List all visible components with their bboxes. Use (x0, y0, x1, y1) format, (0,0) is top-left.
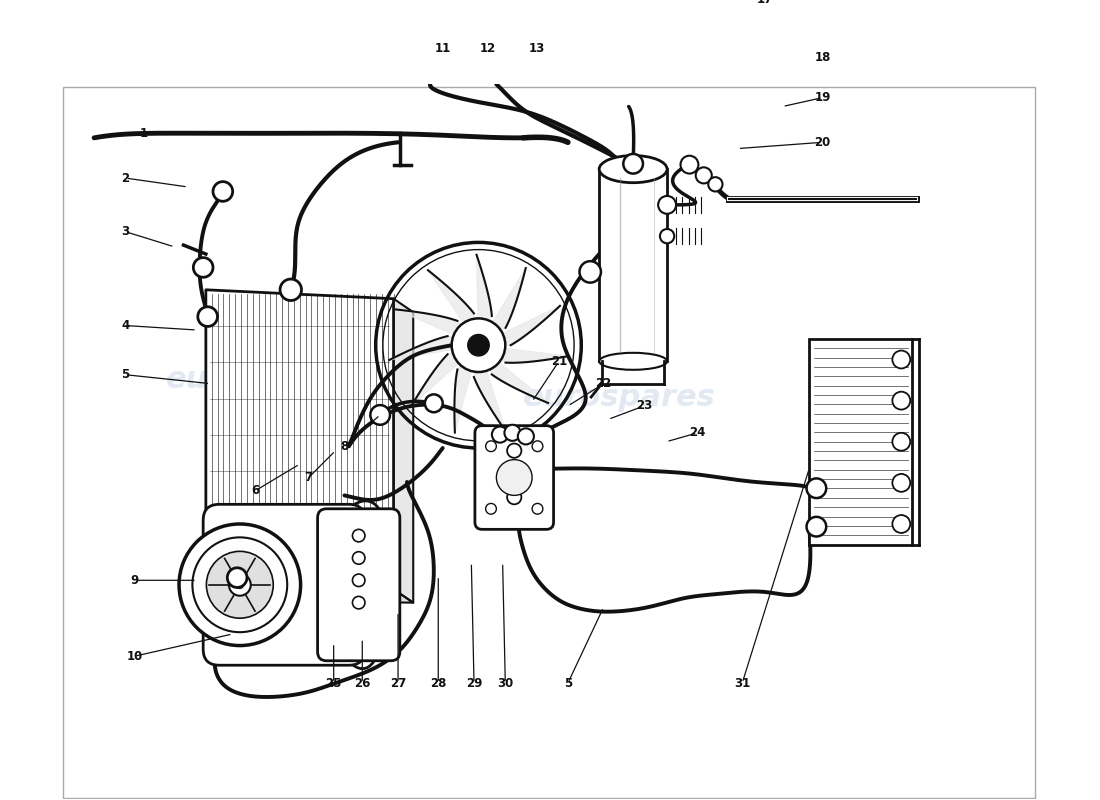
Text: 3: 3 (121, 225, 130, 238)
Text: eurospares: eurospares (166, 365, 359, 394)
Polygon shape (389, 336, 478, 360)
Circle shape (352, 596, 365, 609)
Text: 10: 10 (126, 650, 143, 662)
Circle shape (658, 196, 676, 214)
Text: 30: 30 (497, 677, 514, 690)
Text: 19: 19 (814, 91, 830, 104)
Polygon shape (206, 580, 414, 602)
Circle shape (708, 177, 723, 191)
Text: 4: 4 (121, 319, 130, 332)
Text: 27: 27 (389, 677, 406, 690)
Circle shape (352, 574, 365, 586)
Polygon shape (476, 254, 492, 346)
Circle shape (892, 433, 910, 450)
Circle shape (505, 425, 520, 441)
Polygon shape (206, 290, 394, 590)
Circle shape (229, 574, 251, 596)
Polygon shape (394, 298, 414, 602)
Text: 7: 7 (305, 471, 312, 484)
Text: 24: 24 (690, 426, 706, 439)
Text: 13: 13 (528, 42, 544, 55)
Circle shape (371, 405, 390, 425)
Text: 28: 28 (430, 677, 447, 690)
Text: 21: 21 (551, 354, 568, 368)
Circle shape (280, 279, 301, 301)
Text: 11: 11 (434, 42, 451, 55)
Text: 9: 9 (130, 574, 139, 587)
Circle shape (485, 503, 496, 514)
Circle shape (532, 503, 542, 514)
Polygon shape (428, 270, 478, 346)
Circle shape (207, 551, 273, 618)
Text: 2: 2 (121, 171, 130, 185)
Circle shape (352, 552, 365, 564)
Circle shape (468, 334, 490, 356)
Polygon shape (478, 346, 569, 362)
Polygon shape (454, 346, 478, 433)
Text: 5: 5 (564, 677, 572, 690)
Ellipse shape (600, 353, 667, 370)
FancyBboxPatch shape (318, 509, 399, 661)
Polygon shape (478, 268, 526, 346)
Circle shape (352, 530, 365, 542)
Text: 17: 17 (757, 0, 772, 6)
Circle shape (892, 350, 910, 369)
Text: 12: 12 (480, 42, 496, 55)
Circle shape (892, 474, 910, 492)
FancyBboxPatch shape (204, 504, 365, 666)
Bar (600, 169, 667, 362)
Circle shape (624, 154, 644, 174)
FancyBboxPatch shape (475, 426, 553, 530)
Circle shape (660, 229, 674, 243)
Text: 14: 14 (600, 0, 616, 2)
Circle shape (485, 441, 496, 451)
Circle shape (580, 261, 601, 282)
Text: 31: 31 (734, 677, 750, 690)
Ellipse shape (600, 155, 667, 182)
Circle shape (507, 490, 521, 504)
Circle shape (213, 182, 233, 202)
Circle shape (452, 318, 505, 372)
Circle shape (806, 478, 826, 498)
Bar (810, 339, 912, 545)
Circle shape (228, 568, 248, 587)
Text: 6: 6 (251, 485, 260, 498)
Text: 5: 5 (121, 368, 130, 382)
Circle shape (518, 428, 534, 445)
Circle shape (532, 441, 542, 451)
Text: 8: 8 (340, 440, 349, 453)
Text: 25: 25 (326, 677, 342, 690)
Circle shape (892, 392, 910, 410)
Circle shape (194, 258, 213, 278)
Circle shape (507, 443, 521, 458)
Circle shape (492, 426, 508, 442)
Circle shape (236, 581, 243, 589)
Polygon shape (478, 346, 548, 403)
Circle shape (425, 394, 442, 412)
Circle shape (892, 515, 910, 533)
Circle shape (507, 466, 521, 480)
Text: 23: 23 (636, 399, 652, 413)
Text: eurospares: eurospares (524, 382, 716, 411)
Polygon shape (474, 346, 506, 431)
Text: 20: 20 (814, 136, 830, 149)
Text: 22: 22 (595, 377, 612, 390)
Polygon shape (395, 310, 478, 346)
Text: 18: 18 (814, 51, 830, 64)
Polygon shape (411, 346, 478, 406)
Text: 1: 1 (140, 127, 147, 140)
Circle shape (695, 167, 712, 183)
Polygon shape (478, 306, 560, 346)
Text: 26: 26 (354, 677, 371, 690)
Circle shape (806, 517, 826, 537)
Circle shape (496, 460, 532, 495)
Circle shape (192, 538, 287, 632)
Circle shape (179, 524, 300, 646)
Text: 29: 29 (465, 677, 482, 690)
Circle shape (681, 156, 698, 174)
Circle shape (198, 306, 218, 326)
